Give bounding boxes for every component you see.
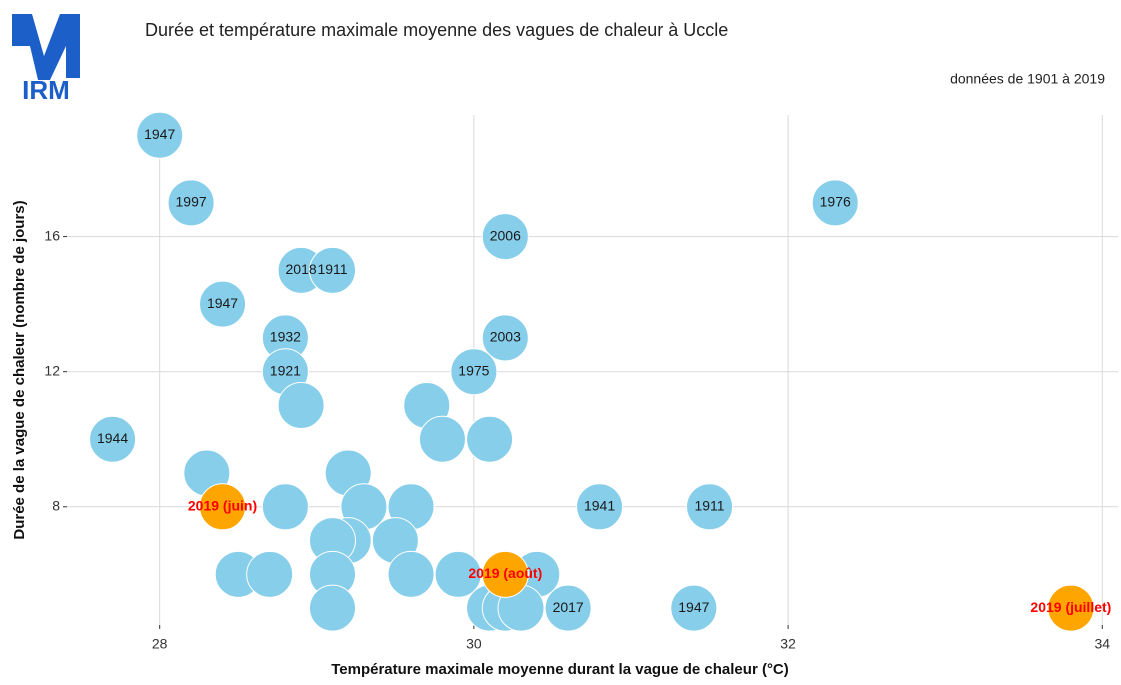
point-label: 1947 (207, 295, 238, 311)
point (308, 246, 356, 294)
x-tick-label: 34 (1095, 636, 1111, 652)
point-label: 1975 (458, 362, 489, 378)
point-label: 2003 (490, 329, 521, 345)
y-tick-label: 16 (44, 227, 60, 243)
x-tick-label: 32 (780, 636, 796, 652)
point (89, 415, 137, 463)
point (1047, 584, 1095, 632)
point-label: 1932 (270, 329, 301, 345)
point (670, 584, 718, 632)
point-label: 2006 (490, 227, 521, 243)
point-label: 1947 (144, 126, 175, 142)
point (199, 483, 247, 531)
point (418, 415, 466, 463)
point-label: 2019 (août) (468, 565, 542, 581)
point-label: 1947 (678, 599, 709, 615)
point-label: 1941 (584, 497, 615, 513)
x-axis-label: Température maximale moyenne durant la v… (331, 661, 789, 678)
y-tick-label: 8 (52, 497, 60, 513)
point-label: 1997 (176, 194, 207, 210)
point (261, 483, 309, 531)
point-label: 2017 (553, 599, 584, 615)
point (544, 584, 592, 632)
point (434, 550, 482, 598)
y-axis-label: Durée de la vague de chaleur (nombre de … (11, 200, 28, 539)
chart-subtitle: données de 1901 à 2019 (950, 71, 1105, 87)
point-label: 1921 (270, 362, 301, 378)
point-label: 1911 (694, 497, 724, 513)
point-label: 1976 (820, 194, 851, 210)
point (481, 213, 529, 261)
point (576, 483, 624, 531)
point (450, 348, 498, 396)
point-label: 2019 (juin) (188, 497, 257, 513)
point (387, 550, 435, 598)
point-label: 2019 (juillet) (1030, 599, 1111, 615)
point (136, 111, 184, 159)
y-tick-label: 12 (44, 362, 60, 378)
point (481, 314, 529, 362)
point (167, 179, 215, 227)
point (246, 550, 294, 598)
point (199, 280, 247, 328)
point (686, 483, 734, 531)
point-label: 1911 (317, 261, 347, 277)
point (466, 415, 514, 463)
x-tick-label: 30 (466, 636, 482, 652)
point-label: 1944 (97, 430, 128, 446)
point (811, 179, 859, 227)
point (481, 550, 529, 598)
logo-text: IRM (22, 75, 70, 105)
point (308, 584, 356, 632)
point (277, 381, 325, 429)
x-tick-label: 28 (152, 636, 168, 652)
logo: IRM (12, 14, 80, 105)
chart-title: Durée et température maximale moyenne de… (145, 20, 728, 40)
point-label: 2018 (286, 261, 317, 277)
